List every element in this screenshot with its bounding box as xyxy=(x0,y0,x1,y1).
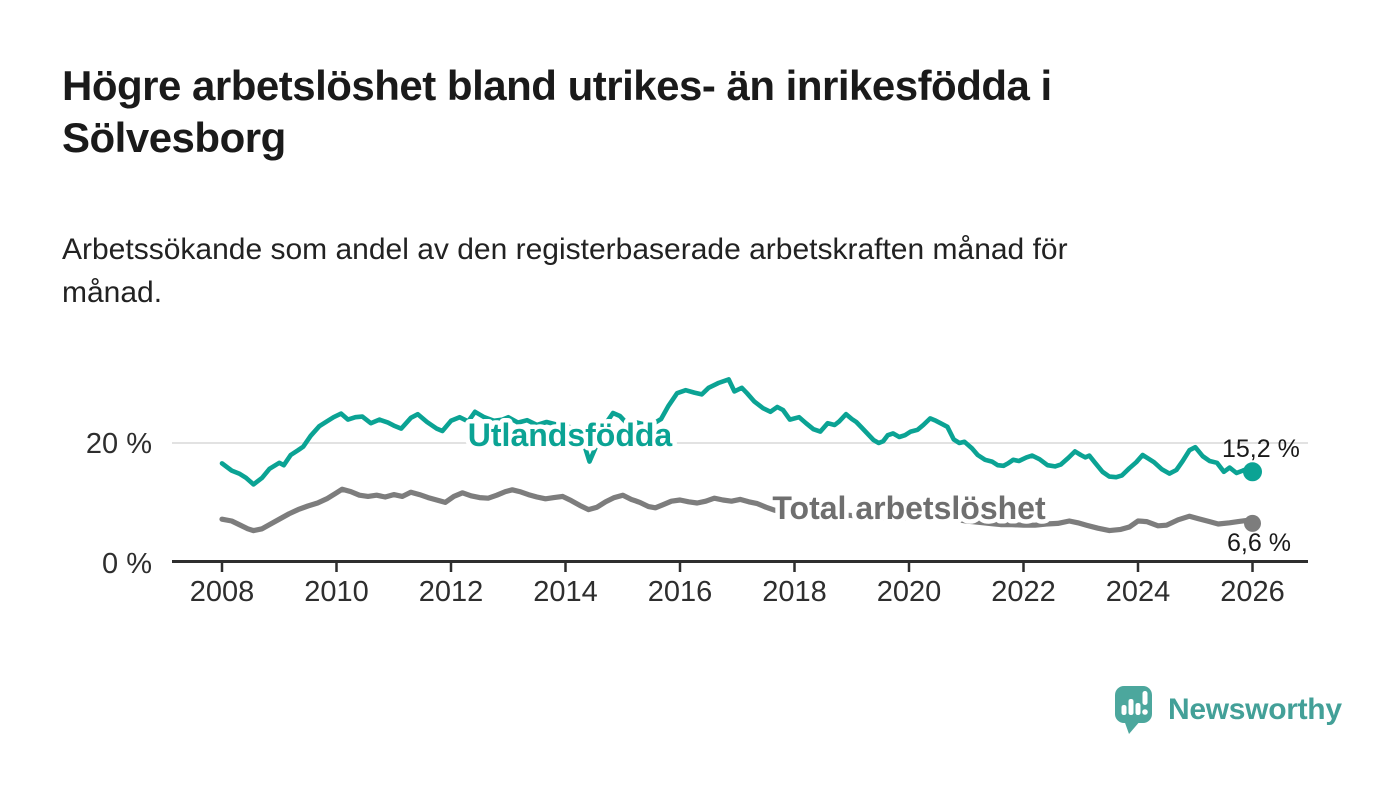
logo-exclamation-dot xyxy=(1142,709,1148,715)
chart-subtitle-line-1: Arbetssökande som andel av den registerb… xyxy=(62,233,1068,266)
newsworthy-speech-bubble-bar-chart-icon xyxy=(1115,686,1152,734)
series-label-utlandsfodda: Utlandsfödda xyxy=(468,417,673,453)
logo-bar-1 xyxy=(1121,705,1127,715)
x-tick-label: 2024 xyxy=(1106,576,1171,608)
end-value-label-total-arbetsloshet: 6,6 % xyxy=(1227,529,1291,557)
logo-bubble-tail xyxy=(1124,720,1141,734)
chart-subtitle-line-2: månad. xyxy=(62,276,163,309)
chart-subtitle: Arbetssökande som andel av den registerb… xyxy=(62,228,1362,314)
x-tick-label: 2018 xyxy=(762,576,827,608)
x-tick-label: 2020 xyxy=(877,576,942,608)
end-dot-total-arbetsloshet xyxy=(1244,514,1261,532)
x-tick-label: 2016 xyxy=(648,576,713,608)
line-utlandsfodda xyxy=(219,377,1255,487)
x-tick-label: 2026 xyxy=(1220,576,1285,608)
x-tick-label: 2022 xyxy=(991,576,1056,608)
logo-wordmark: Newsworthy xyxy=(1168,693,1342,726)
x-tick-label: 2010 xyxy=(304,576,369,608)
series-label-total-arbetsloshet: Total arbetslöshet xyxy=(772,490,1046,526)
end-dot-utlandsfodda xyxy=(1243,462,1262,482)
x-tick-label: 2008 xyxy=(190,576,255,608)
logo-bar-2 xyxy=(1128,699,1134,715)
end-value-label-utlandsfodda: 15,2 % xyxy=(1222,435,1300,463)
x-tick-label: 2014 xyxy=(533,576,598,608)
page-title-line-1: Högre arbetslöshet bland utrikes- än inr… xyxy=(62,62,1052,109)
x-axis-ticks: 2008 2010 2012 2014 2016 2018 2020 2022 2024 2026 xyxy=(190,561,1285,608)
newsworthy-logo[interactable]: Newsworthy xyxy=(1113,684,1342,736)
line-total-arbetsloshet xyxy=(219,486,1256,534)
page-title: Högre arbetslöshet bland utrikes- än inr… xyxy=(62,60,1362,164)
page-title-line-2: Sölvesborg xyxy=(62,114,286,161)
logo-bar-3 xyxy=(1135,703,1141,715)
y-axis-label-0: 0 % xyxy=(102,548,152,580)
y-axis-label-20: 20 % xyxy=(86,428,152,460)
logo-exclamation-bar xyxy=(1142,691,1148,705)
x-tick-label: 2012 xyxy=(419,576,484,608)
